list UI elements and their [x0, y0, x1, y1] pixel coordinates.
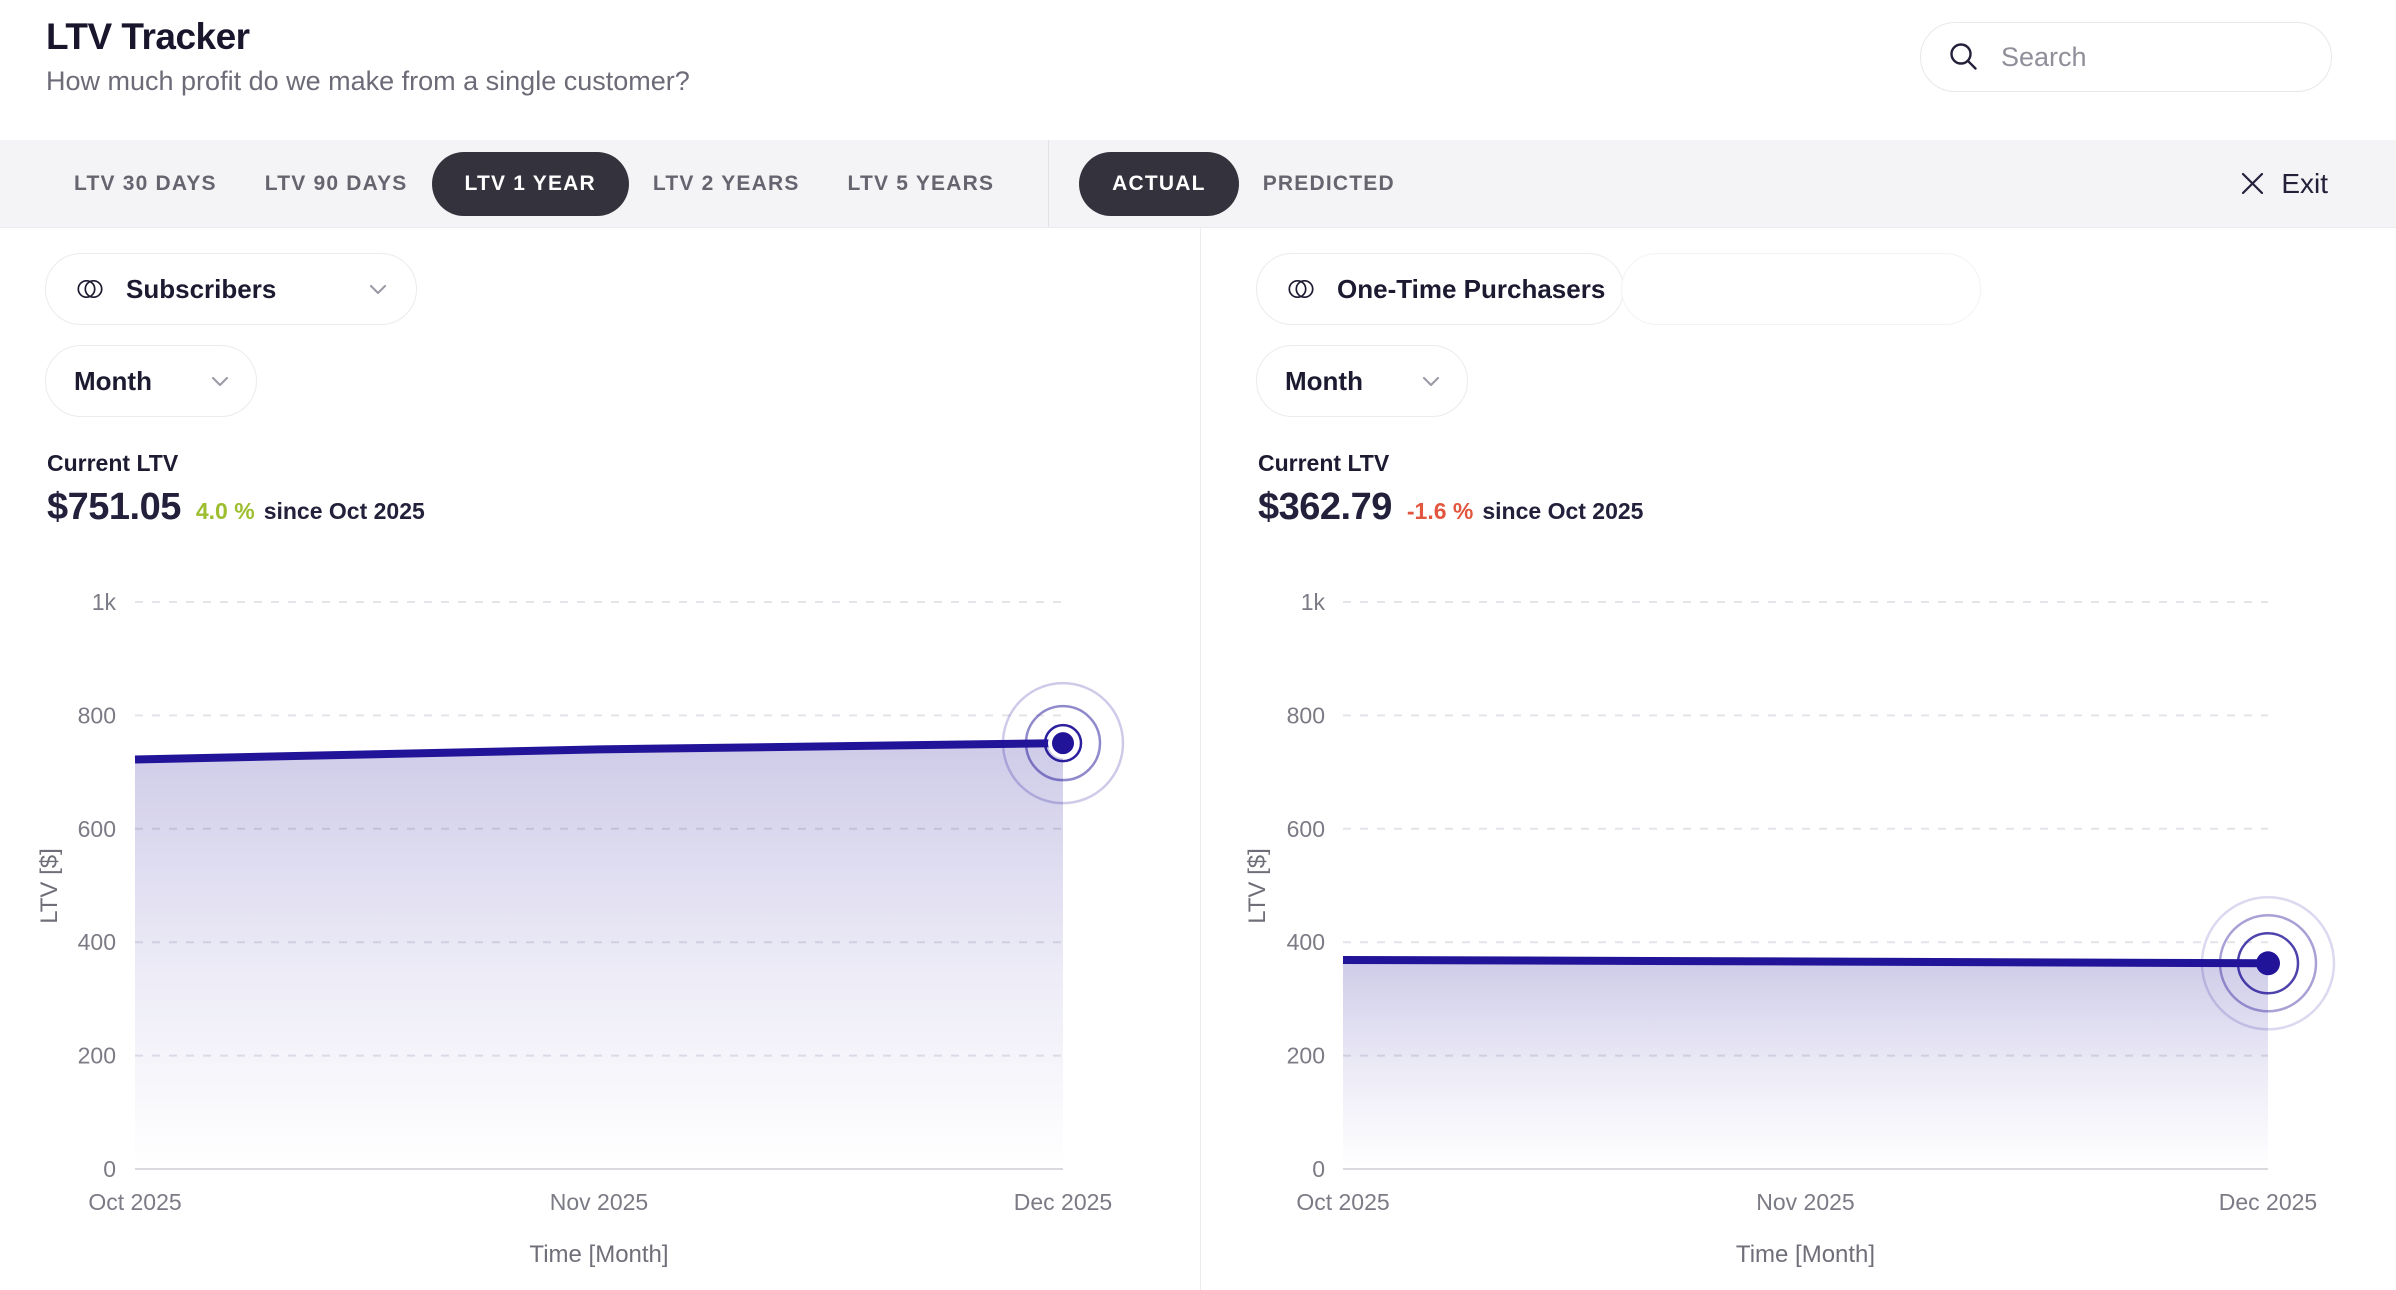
- tab-ltv-2-years[interactable]: LTV 2 YEARS: [629, 152, 824, 216]
- ltv-tracker-page: LTV Tracker How much profit do we make f…: [0, 0, 2396, 1290]
- svg-text:800: 800: [78, 702, 116, 728]
- exit-label: Exit: [2281, 168, 2328, 200]
- tab-ltv-1-year[interactable]: LTV 1 YEAR: [432, 152, 629, 216]
- page-title: LTV Tracker: [46, 16, 250, 58]
- tab-ltv-90-days[interactable]: LTV 90 DAYS: [241, 152, 432, 216]
- chevron-down-icon: [208, 369, 232, 393]
- svg-text:0: 0: [103, 1156, 116, 1182]
- panel-subscribers: Subscribers Month Current LTV $: [0, 228, 1200, 1290]
- segment-dropdown[interactable]: Subscribers: [45, 253, 417, 325]
- svg-text:200: 200: [1287, 1043, 1325, 1069]
- svg-text:Nov 2025: Nov 2025: [550, 1189, 648, 1215]
- svg-text:LTV [$]: LTV [$]: [1244, 848, 1271, 924]
- exit-button[interactable]: Exit: [2233, 167, 2334, 201]
- svg-text:Time [Month]: Time [Month]: [529, 1241, 668, 1268]
- granularity-dropdown[interactable]: Month: [1256, 345, 1468, 417]
- tab-predicted[interactable]: PREDICTED: [1239, 152, 1419, 216]
- stat-label: Current LTV: [47, 450, 425, 477]
- svg-text:1k: 1k: [92, 589, 117, 615]
- svg-text:Time [Month]: Time [Month]: [1736, 1241, 1875, 1268]
- tab-ltv-30-days[interactable]: LTV 30 DAYS: [50, 152, 241, 216]
- close-icon: [2239, 170, 2266, 197]
- svg-text:LTV [$]: LTV [$]: [36, 848, 63, 924]
- chevron-down-icon: [366, 277, 390, 301]
- current-ltv-stat: Current LTV $751.05 4.0 % since Oct 2025: [47, 450, 425, 529]
- tab-ltv-5-years[interactable]: LTV 5 YEARS: [824, 152, 1019, 216]
- segment-dropdown-value: Subscribers: [126, 274, 276, 305]
- svg-text:Dec 2025: Dec 2025: [1014, 1189, 1112, 1215]
- stat-value: $362.79: [1258, 486, 1392, 529]
- svg-text:600: 600: [1287, 816, 1325, 842]
- page-subtitle: How much profit do we make from a single…: [46, 66, 690, 97]
- svg-text:200: 200: [78, 1043, 116, 1069]
- search-input[interactable]: [1999, 41, 2357, 74]
- page-header: LTV Tracker How much profit do we make f…: [0, 0, 2396, 140]
- current-ltv-stat: Current LTV $362.79 -1.6 % since Oct 202…: [1258, 450, 1643, 529]
- stat-since: since Oct 2025: [264, 498, 425, 525]
- chevron-down-icon: [1419, 369, 1443, 393]
- svg-text:Oct 2025: Oct 2025: [1296, 1189, 1389, 1215]
- svg-text:600: 600: [78, 816, 116, 842]
- tab-bar: LTV 30 DAYS LTV 90 DAYS LTV 1 YEAR LTV 2…: [0, 140, 2396, 228]
- tab-group-divider: [1048, 140, 1049, 227]
- ltv-chart-one-time-purchasers: 0 200 400 600 800 1k Oct 2025 Nov 2025 Dec 2025 T…: [1201, 560, 2396, 1290]
- ltv-chart-subscribers: 0 200 400 600 800 1k Oct 2025 Nov 2025 Dec 2025 T…: [0, 560, 1200, 1290]
- stat-delta: -1.6 %: [1407, 498, 1473, 525]
- svg-text:Dec 2025: Dec 2025: [2219, 1189, 2317, 1215]
- main-content: Subscribers Month Current LTV $: [0, 228, 2396, 1290]
- svg-text:Oct 2025: Oct 2025: [88, 1189, 181, 1215]
- svg-text:1k: 1k: [1301, 589, 1326, 615]
- stat-since: since Oct 2025: [1482, 498, 1643, 525]
- svg-text:400: 400: [1287, 929, 1325, 955]
- granularity-dropdown-value: Month: [1285, 366, 1363, 397]
- segment-icon: [1285, 273, 1317, 305]
- granularity-dropdown-value: Month: [74, 366, 152, 397]
- search-box[interactable]: [1920, 22, 2332, 92]
- stat-value: $751.05: [47, 486, 181, 529]
- segment-dropdown[interactable]: One-Time Purchasers: [1256, 253, 1624, 325]
- svg-text:800: 800: [1287, 702, 1325, 728]
- search-icon: [1947, 40, 1981, 74]
- tab-actual[interactable]: ACTUAL: [1079, 152, 1239, 216]
- svg-text:400: 400: [78, 929, 116, 955]
- segment-dropdown-value: One-Time Purchasers: [1337, 274, 1605, 305]
- panel-one-time-purchasers: One-Time Purchasers Month Current LTV: [1201, 228, 2396, 1290]
- granularity-dropdown[interactable]: Month: [45, 345, 257, 417]
- stat-delta: 4.0 %: [196, 498, 255, 525]
- svg-text:Nov 2025: Nov 2025: [1756, 1189, 1854, 1215]
- svg-text:0: 0: [1312, 1156, 1325, 1182]
- stat-label: Current LTV: [1258, 450, 1643, 477]
- placeholder-pill: [1621, 253, 1981, 325]
- segment-icon: [74, 273, 106, 305]
